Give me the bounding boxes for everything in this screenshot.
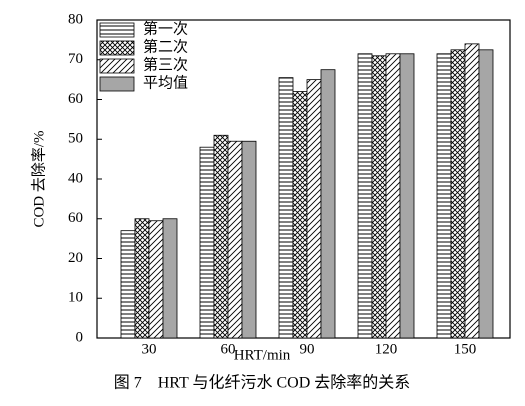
bar [320,69,336,339]
chart-title: 图 7 HRT 与化纤污水 COD 去除率的关系 [114,374,411,392]
bar [464,43,480,339]
y-tick-label: 50 [68,131,83,147]
legend-label: 第一次 [143,19,188,37]
bar [357,53,373,339]
legend-swatch [99,40,135,56]
y-axis-label: COD 去除率/% [30,130,47,227]
bar [436,53,452,339]
bar [399,53,415,339]
y-tick-label: 70 [68,51,83,67]
y-tick-label: 10 [68,290,83,306]
bar [120,230,136,339]
y-tick-label: 0 [76,329,84,345]
bar [385,53,401,339]
y-tick-label: 40 [68,170,83,186]
legend-swatch [99,76,135,92]
bar [213,134,229,339]
bar [450,49,466,339]
x-tick-label: 120 [375,341,398,357]
bar [371,55,387,339]
y-tick-label: 60 [68,91,83,107]
legend-swatch [99,58,135,74]
bar [227,140,243,339]
x-axis-label: HRT/min [234,347,291,363]
bar [162,218,178,339]
x-tick-label: 30 [142,341,157,357]
legend-label: 第二次 [143,37,188,55]
x-tick-label: 90 [300,341,315,357]
legend-label: 第三次 [143,55,188,73]
y-tick-label: 20 [68,250,83,266]
y-tick-label: 80 [68,11,83,27]
y-tick-label: 60 [68,210,83,226]
bar [241,140,257,339]
bar [478,49,494,339]
legend-label: 平均值 [143,74,188,91]
x-tick-label: 150 [454,341,477,357]
bar [292,91,308,339]
bar [148,220,164,339]
x-tick-label: 60 [221,341,236,357]
bar [134,218,150,339]
bar [278,77,294,339]
bar [306,79,322,339]
bar [199,146,215,339]
legend-swatch [99,22,135,38]
